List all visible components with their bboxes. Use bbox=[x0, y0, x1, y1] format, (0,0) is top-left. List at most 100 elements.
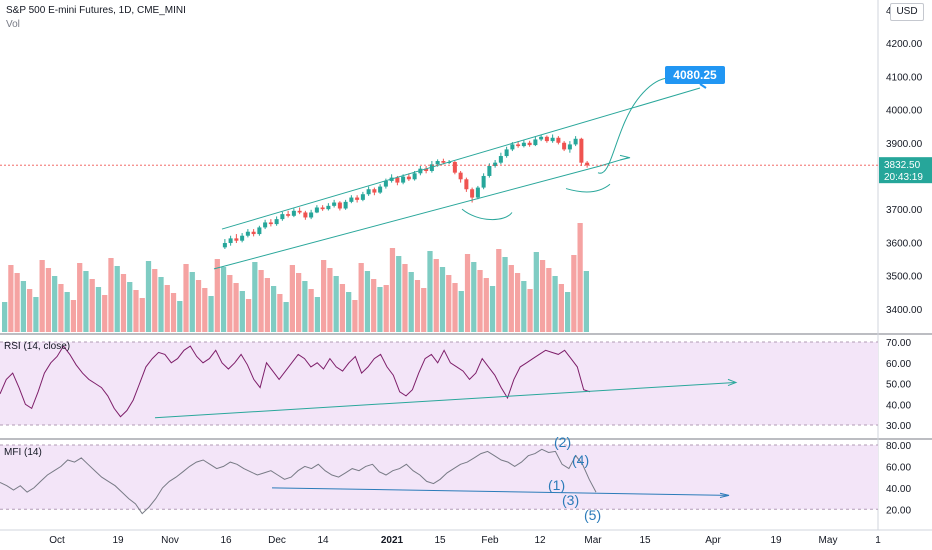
volume-bar bbox=[102, 295, 108, 332]
volume-bar bbox=[389, 248, 396, 332]
volume-bar bbox=[114, 266, 120, 332]
candle-body bbox=[401, 176, 406, 183]
time-tick: Apr bbox=[705, 535, 721, 546]
volume-bar bbox=[227, 275, 233, 332]
volume-bar bbox=[327, 268, 333, 332]
volume-bar bbox=[458, 291, 464, 332]
volume-bar bbox=[27, 289, 33, 332]
volume-bar bbox=[214, 259, 220, 332]
volume-bar bbox=[158, 277, 164, 332]
volume-bar bbox=[183, 264, 189, 332]
volume-bar bbox=[477, 270, 483, 332]
volume-bar bbox=[289, 265, 295, 332]
volume-bar bbox=[270, 286, 277, 332]
candle-body bbox=[349, 197, 354, 202]
mfi-line bbox=[0, 448, 597, 515]
candle-body bbox=[521, 142, 526, 147]
candle-body bbox=[222, 243, 227, 248]
volume-bar bbox=[427, 251, 433, 332]
wave-label: (3) bbox=[562, 492, 579, 508]
candle-body bbox=[320, 207, 325, 210]
volume-bar bbox=[127, 282, 133, 332]
candle-body bbox=[263, 222, 268, 228]
candle-body bbox=[406, 176, 411, 180]
volume-bar bbox=[220, 267, 227, 332]
volume-bar bbox=[571, 255, 577, 332]
volume-bar bbox=[133, 290, 139, 332]
candle-body bbox=[493, 162, 498, 166]
mfi-tick: 80.00 bbox=[886, 441, 911, 452]
wave-label: (5) bbox=[584, 507, 601, 523]
volume-bar bbox=[527, 289, 533, 332]
time-tick: 15 bbox=[434, 535, 446, 546]
candle-body bbox=[464, 179, 469, 190]
volume-bar bbox=[339, 284, 346, 332]
candle-body bbox=[441, 161, 446, 163]
time-tick: Nov bbox=[161, 535, 179, 546]
candle-body bbox=[550, 137, 555, 142]
volume-bar bbox=[296, 273, 302, 332]
volume-bar bbox=[245, 299, 252, 332]
volume-bar bbox=[564, 292, 571, 332]
time-tick: 12 bbox=[534, 535, 546, 546]
rsi-tick: 70.00 bbox=[886, 338, 911, 349]
candle-body bbox=[240, 235, 245, 241]
volume-bar bbox=[371, 279, 377, 332]
volume-bar bbox=[39, 260, 45, 332]
candle-body bbox=[452, 162, 457, 173]
candle-body bbox=[556, 137, 561, 143]
candle-body bbox=[504, 149, 509, 157]
volume-bar bbox=[20, 281, 27, 332]
target-pointer bbox=[699, 83, 707, 89]
volume-bar bbox=[302, 281, 308, 332]
candle-body bbox=[458, 172, 463, 180]
time-tick: 14 bbox=[317, 535, 329, 546]
price-tick: 3900.00 bbox=[886, 139, 923, 150]
volume-bar bbox=[8, 265, 14, 332]
candle-body bbox=[372, 189, 377, 193]
candle-body bbox=[470, 189, 475, 198]
time-tick: May bbox=[819, 535, 838, 546]
volume-bar bbox=[33, 297, 39, 332]
currency-button[interactable]: USD bbox=[890, 3, 924, 21]
time-tick: 15 bbox=[639, 535, 651, 546]
candle-body bbox=[309, 212, 314, 218]
candle-body bbox=[533, 139, 538, 146]
volume-bar bbox=[496, 249, 502, 332]
volume-bar bbox=[577, 223, 583, 332]
volume-bar bbox=[145, 261, 152, 332]
volume-bar bbox=[583, 271, 589, 332]
drawn-curve-2 bbox=[461, 208, 513, 221]
candle-body bbox=[516, 144, 521, 147]
volume-bar bbox=[446, 275, 452, 332]
price-tick: 4000.00 bbox=[886, 106, 923, 117]
time-tick: Feb bbox=[481, 535, 499, 546]
volume-bar bbox=[45, 268, 52, 332]
candle-body bbox=[360, 194, 365, 200]
candle-body bbox=[268, 222, 273, 225]
volume-bar bbox=[58, 284, 64, 332]
volume-bar bbox=[464, 254, 471, 332]
candle-body bbox=[326, 205, 331, 210]
time-tick: 19 bbox=[112, 535, 124, 546]
candle-body bbox=[383, 180, 388, 187]
time-tick: 1 bbox=[875, 535, 881, 546]
candle-body bbox=[251, 231, 256, 235]
candle-body bbox=[314, 207, 319, 213]
candle-body bbox=[366, 189, 371, 195]
volume-bar bbox=[283, 302, 289, 332]
candle-body bbox=[337, 202, 342, 209]
candle-body bbox=[544, 136, 549, 142]
price-tick: 3400.00 bbox=[886, 305, 923, 316]
volume-bar bbox=[483, 278, 489, 332]
volume-bar bbox=[377, 287, 383, 332]
volume-bar bbox=[364, 271, 371, 332]
volume-bar bbox=[408, 272, 414, 332]
candle-body bbox=[585, 162, 590, 166]
volume-bar bbox=[264, 278, 270, 332]
candle-body bbox=[228, 238, 233, 244]
volume-bar bbox=[77, 263, 83, 332]
rsi-line bbox=[0, 345, 591, 418]
candle-body bbox=[567, 144, 572, 150]
